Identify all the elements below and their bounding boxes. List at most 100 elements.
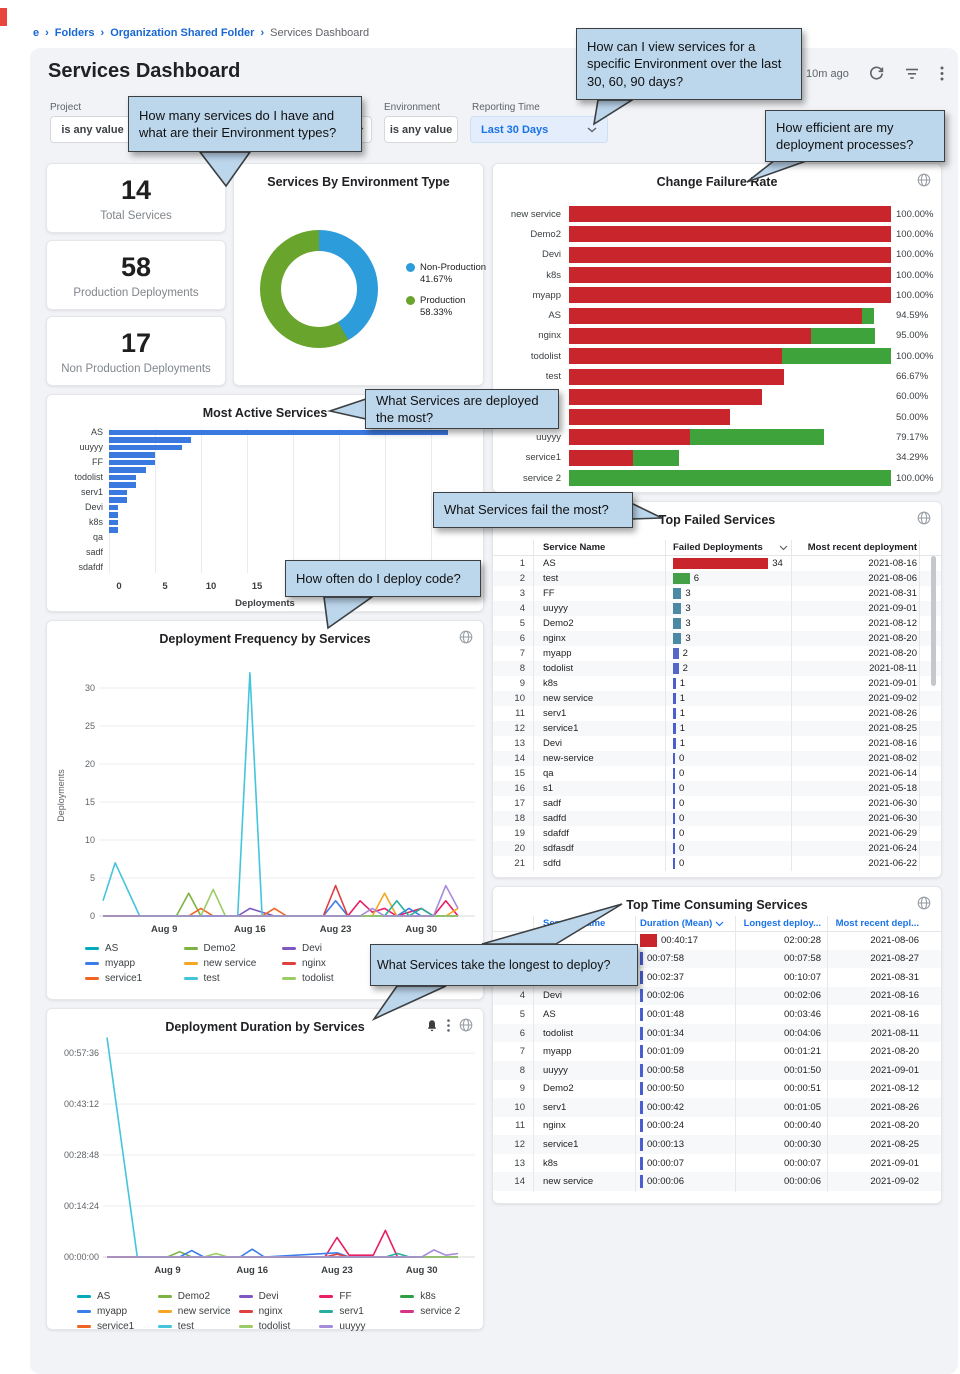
callout-most-deployed: What Services are deployed the most? (365, 389, 559, 429)
bar-row (57, 436, 475, 443)
project-filter[interactable]: is any value (50, 116, 135, 143)
table-row: 17 sadf 0 2021-06-30 (514, 798, 917, 809)
breadcrumb-chevron: › (45, 27, 49, 39)
kpi-label: Non Production Deployments (61, 363, 211, 375)
legend-item[interactable]: FF (319, 1291, 394, 1302)
column-failed-deployments[interactable]: Failed Deployments (665, 542, 791, 553)
explore-globe-icon[interactable] (459, 630, 473, 644)
explore-globe-icon[interactable] (459, 1018, 473, 1032)
card-change-failure-rate: Change Failure Rate new service 100.00% De… (492, 163, 942, 493)
table-row: 9 k8s 1 2021-09-01 (519, 678, 917, 689)
legend-item[interactable]: myapp (85, 958, 178, 969)
table-row: 14 new service 00:00:06 00:00:06 2021-09-02 (493, 1172, 941, 1191)
bar-row (57, 466, 475, 473)
legend-item[interactable]: k8s (400, 1291, 475, 1302)
legend-item[interactable]: nginx (282, 958, 375, 969)
explore-globe-icon[interactable] (917, 896, 931, 910)
legend-item[interactable]: todolist (238, 1321, 314, 1332)
legend-item[interactable]: AS (85, 943, 178, 954)
column-most-recent: Most recent depl... (835, 918, 919, 929)
alert-bell-icon[interactable] (426, 1019, 438, 1032)
card-deployment-duration: Deployment Duration by Services 00:00:00… (46, 1008, 484, 1332)
most-active-plot: AS uuyyy FF todolist serv1 Devi k8s qa sadf sdafd… (57, 428, 475, 573)
legend-item[interactable]: Demo2 (183, 943, 277, 954)
svg-text:25: 25 (85, 721, 95, 731)
legend-item[interactable]: Production 58.33% (406, 295, 486, 319)
legend-item[interactable]: Demo2 (157, 1291, 233, 1302)
legend-item[interactable]: new service (157, 1306, 233, 1317)
table-row: 13 Devi 1 2021-08-16 (514, 738, 917, 749)
legend-item[interactable]: service 2 (400, 1306, 475, 1317)
legend-item[interactable]: test (157, 1321, 233, 1332)
bar-row (57, 496, 475, 503)
bar-row: myapp 100.00% (503, 285, 934, 305)
legend-item[interactable]: Non-Production 41.67% (406, 262, 486, 286)
svg-text:0: 0 (90, 911, 95, 921)
table-row: 14 new-service 0 2021-08-02 (493, 751, 941, 766)
bar-row: 50.00% (503, 407, 933, 427)
chevron-down-icon (587, 126, 597, 132)
tile-menu-icon[interactable] (447, 1018, 450, 1032)
page-title: Services Dashboard (48, 60, 241, 82)
table-scrollbar[interactable] (931, 556, 936, 686)
table-row: 7 myapp 00:01:09 00:01:21 2021-08-20 (519, 1045, 919, 1059)
dashboard-meta: 10m ago (806, 66, 944, 81)
last-refreshed-label: 10m ago (806, 67, 849, 80)
breadcrumb-folders[interactable]: Folders (54, 27, 95, 39)
legend-item[interactable]: service1 (77, 1321, 152, 1332)
table-row: 7 myapp 2 2021-08-20 (519, 648, 917, 659)
chart-title: Change Failure Rate (656, 175, 778, 189)
card-services-by-environment: Services By Environment Type Non-Product… (233, 163, 486, 386)
svg-text:Aug 16: Aug 16 (234, 924, 266, 935)
table-row: 11 nginx 00:00:24 00:00:40 2021-08-20 (515, 1119, 919, 1133)
svg-text:15: 15 (85, 797, 95, 807)
table-row: 6 todolist 00:01:34 00:04:06 2021-08-11 (493, 1023, 941, 1043)
table-row: 5 AS 00:01:48 00:03:46 2021-08-16 (519, 1008, 919, 1022)
legend-item[interactable]: nginx (238, 1306, 314, 1317)
bar-row: nginx 95.00% (503, 326, 933, 346)
legend-item[interactable]: AS (77, 1291, 152, 1302)
environment-filter[interactable]: is any value (384, 116, 458, 143)
bar-row: uuyyy 79.17% (503, 427, 933, 447)
svg-text:Aug 30: Aug 30 (405, 924, 437, 935)
kpi-non-production-deployments: 17 Non Production Deployments (46, 316, 226, 386)
legend-item[interactable]: serv1 (319, 1306, 394, 1317)
bar-row (57, 511, 475, 518)
table-row: 18 sadfd 0 2021-06-30 (493, 811, 941, 826)
callout-longest-deploy: What Services take the longest to deploy… (370, 944, 638, 986)
legend-item[interactable]: myapp (77, 1306, 152, 1317)
breadcrumb-home[interactable]: e (33, 27, 40, 39)
table-row: 6 nginx 3 2021-08-20 (493, 631, 941, 646)
refresh-icon[interactable] (869, 66, 884, 81)
breadcrumb-shared-folder[interactable]: Organization Shared Folder (110, 27, 255, 39)
more-menu-icon[interactable] (940, 66, 944, 81)
svg-text:00:14:24: 00:14:24 (64, 1201, 99, 1211)
legend-item[interactable]: Devi (282, 943, 375, 954)
environment-filter-label: Environment (384, 102, 441, 113)
table-row: 8 todolist 2 2021-08-11 (493, 661, 941, 676)
explore-globe-icon[interactable] (917, 511, 931, 525)
legend-item[interactable]: uuyyy (319, 1321, 394, 1332)
card-most-active-services: Most Active Services AS uuyyy FF todolist se… (46, 394, 484, 612)
svg-text:30: 30 (85, 683, 95, 693)
column-duration-mean[interactable]: Duration (Mean) (635, 918, 735, 929)
filter-icon[interactable] (904, 68, 920, 80)
legend-item[interactable]: service1 (85, 973, 178, 984)
table-row: 3 FF 3 2021-08-31 (519, 588, 917, 599)
table-body: 1 AS 34 2021-08-16 2 test 6 2021-08-06 3 FF 3 2021-… (493, 556, 941, 871)
svg-text:10: 10 (85, 835, 95, 845)
reporting-time-filter[interactable]: Last 30 Days (470, 116, 608, 143)
legend-item[interactable]: new service (183, 958, 277, 969)
bar-row: todolist (57, 473, 475, 482)
legend-item[interactable]: test (183, 973, 277, 984)
explore-globe-icon[interactable] (917, 173, 931, 187)
breadcrumb-chevron: › (260, 27, 265, 39)
bar-row: Devi (57, 502, 475, 511)
x-tick: 0 (116, 581, 122, 592)
svg-text:Aug 23: Aug 23 (320, 924, 352, 935)
table-row: 19 sdafdf 0 2021-06-29 (514, 828, 917, 839)
legend-item[interactable]: todolist (282, 973, 375, 984)
legend-item[interactable]: Devi (238, 1291, 314, 1302)
table-row: 11 serv1 1 2021-08-26 (515, 708, 917, 719)
column-service-name: Service Name (543, 542, 606, 553)
